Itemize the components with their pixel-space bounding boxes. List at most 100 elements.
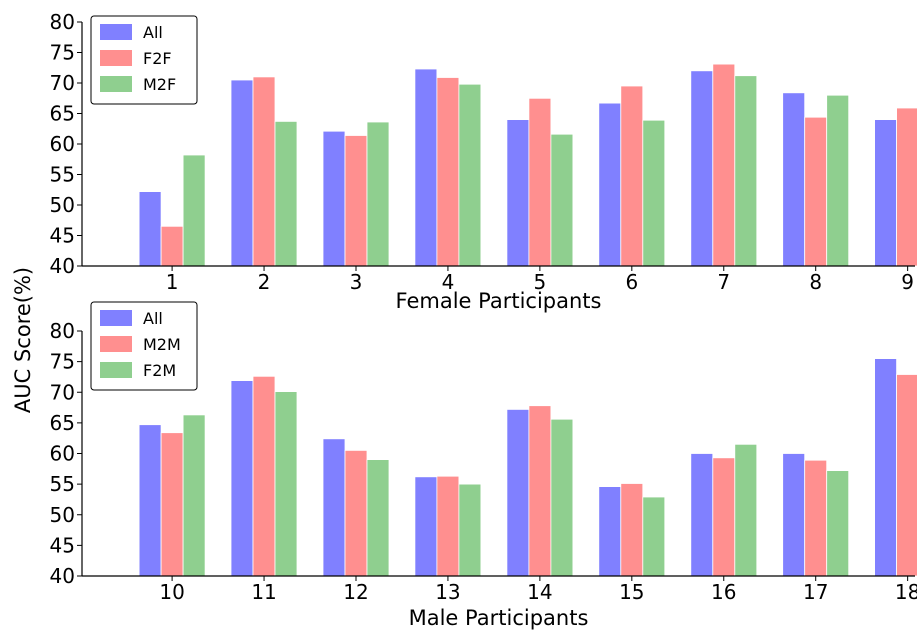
x-axis-label: Male Participants <box>409 606 589 630</box>
x-tick-label: 8 <box>809 270 822 294</box>
bar-f2m-15 <box>642 496 666 577</box>
y-tick-label: 55 <box>50 472 75 496</box>
bar-all-1 <box>138 191 162 267</box>
bar-f2f-5 <box>528 97 552 267</box>
bar-m2f-7 <box>734 75 758 267</box>
legend-label-m2f: M2F <box>143 75 176 94</box>
y-tick-label: 80 <box>50 10 75 34</box>
legend-swatch-all <box>100 310 132 326</box>
x-tick-label: 10 <box>159 580 184 604</box>
bar-m2f-8 <box>826 94 850 267</box>
bar-m2m-15 <box>620 483 644 577</box>
bar-m2m-14 <box>528 405 552 577</box>
bar-f2f-7 <box>712 63 736 267</box>
y-tick-label: 70 <box>50 380 75 404</box>
x-tick-label: 9 <box>901 270 914 294</box>
x-tick-label: 4 <box>442 270 455 294</box>
legend-swatch-all <box>100 24 132 40</box>
shared-y-axis-label: AUC Score(%) <box>11 267 35 413</box>
bar-f2f-3 <box>344 135 368 267</box>
y-tick-label: 40 <box>50 564 75 588</box>
y-tick-label: 40 <box>50 254 75 278</box>
bar-m2f-6 <box>642 119 666 267</box>
bar-all-14 <box>506 408 530 577</box>
bar-all-18 <box>874 358 897 577</box>
bar-f2f-9 <box>896 107 917 267</box>
bar-f2f-6 <box>620 85 644 267</box>
bar-all-4 <box>414 68 438 267</box>
bar-f2f-4 <box>436 77 460 267</box>
y-tick-label: 45 <box>50 533 75 557</box>
bar-f2m-14 <box>550 418 574 577</box>
bar-all-2 <box>230 79 254 267</box>
bar-all-8 <box>782 92 806 267</box>
bar-all-7 <box>690 70 714 267</box>
bar-m2m-18 <box>896 374 917 577</box>
bar-all-16 <box>690 453 714 577</box>
bar-all-6 <box>598 102 622 267</box>
y-tick-label: 65 <box>50 411 75 435</box>
x-tick-label: 11 <box>251 580 276 604</box>
y-tick-label: 45 <box>50 224 75 248</box>
y-tick-label: 60 <box>50 442 75 466</box>
bar-f2f-1 <box>160 225 184 267</box>
x-tick-label: 5 <box>534 270 547 294</box>
bar-all-11 <box>230 380 254 577</box>
bar-f2m-16 <box>734 443 758 577</box>
bar-f2m-13 <box>458 483 482 577</box>
x-tick-label: 6 <box>625 270 638 294</box>
legend-label-all: All <box>143 23 163 42</box>
bar-all-12 <box>322 438 346 577</box>
x-tick-label: 12 <box>343 580 368 604</box>
legend-swatch-f2f <box>100 50 132 66</box>
bar-m2f-2 <box>274 121 298 267</box>
bar-f2m-11 <box>274 391 298 577</box>
bar-m2m-17 <box>804 459 828 577</box>
legend: All M2M F2M <box>90 301 198 391</box>
bar-all-3 <box>322 130 346 267</box>
bar-all-9 <box>874 119 897 267</box>
bar-all-15 <box>598 486 622 577</box>
x-tick-label: 1 <box>166 270 179 294</box>
x-tick-label: 7 <box>717 270 730 294</box>
x-tick-label: 14 <box>527 580 552 604</box>
bar-f2f-2 <box>252 76 276 267</box>
legend-swatch-m2m <box>100 336 132 352</box>
bar-all-10 <box>138 424 162 577</box>
male-participants-chart: 40 45 50 55 60 65 70 75 80 10 11 12 13 14 15 16 17 18 Male… <box>50 301 917 630</box>
bar-f2m-17 <box>826 470 850 577</box>
legend-swatch-f2m <box>100 362 132 378</box>
y-tick-label: 75 <box>50 41 75 65</box>
legend-label-f2m: F2M <box>143 361 176 380</box>
bar-m2f-3 <box>366 121 390 267</box>
bar-all-5 <box>506 119 530 267</box>
y-tick-label: 55 <box>50 163 75 187</box>
legend-label-m2m: M2M <box>143 335 181 354</box>
y-tick-label: 75 <box>50 350 75 374</box>
bar-m2m-11 <box>252 375 276 577</box>
x-tick-label: 13 <box>435 580 460 604</box>
bar-m2f-4 <box>458 83 482 267</box>
y-tick-label: 60 <box>50 132 75 156</box>
bar-m2m-16 <box>712 457 736 577</box>
legend-label-f2f: F2F <box>143 49 172 68</box>
bar-m2f-5 <box>550 133 574 267</box>
y-tick-label: 50 <box>50 193 75 217</box>
x-axis-label: Female Participants <box>396 289 602 313</box>
legend: All F2F M2F <box>90 15 198 105</box>
bar-f2f-8 <box>804 116 828 267</box>
bar-m2m-12 <box>344 449 368 577</box>
x-tick-label: 2 <box>258 270 271 294</box>
bar-all-17 <box>782 453 806 577</box>
y-tick-label: 70 <box>50 71 75 95</box>
bar-m2f-1 <box>182 154 206 267</box>
x-tick-label: 15 <box>619 580 644 604</box>
y-tick-label: 80 <box>50 319 75 343</box>
bar-f2m-12 <box>366 459 390 577</box>
bar-all-13 <box>414 476 438 577</box>
x-tick-label: 17 <box>803 580 828 604</box>
legend-swatch-m2f <box>100 76 132 92</box>
y-tick-label: 65 <box>50 102 75 126</box>
